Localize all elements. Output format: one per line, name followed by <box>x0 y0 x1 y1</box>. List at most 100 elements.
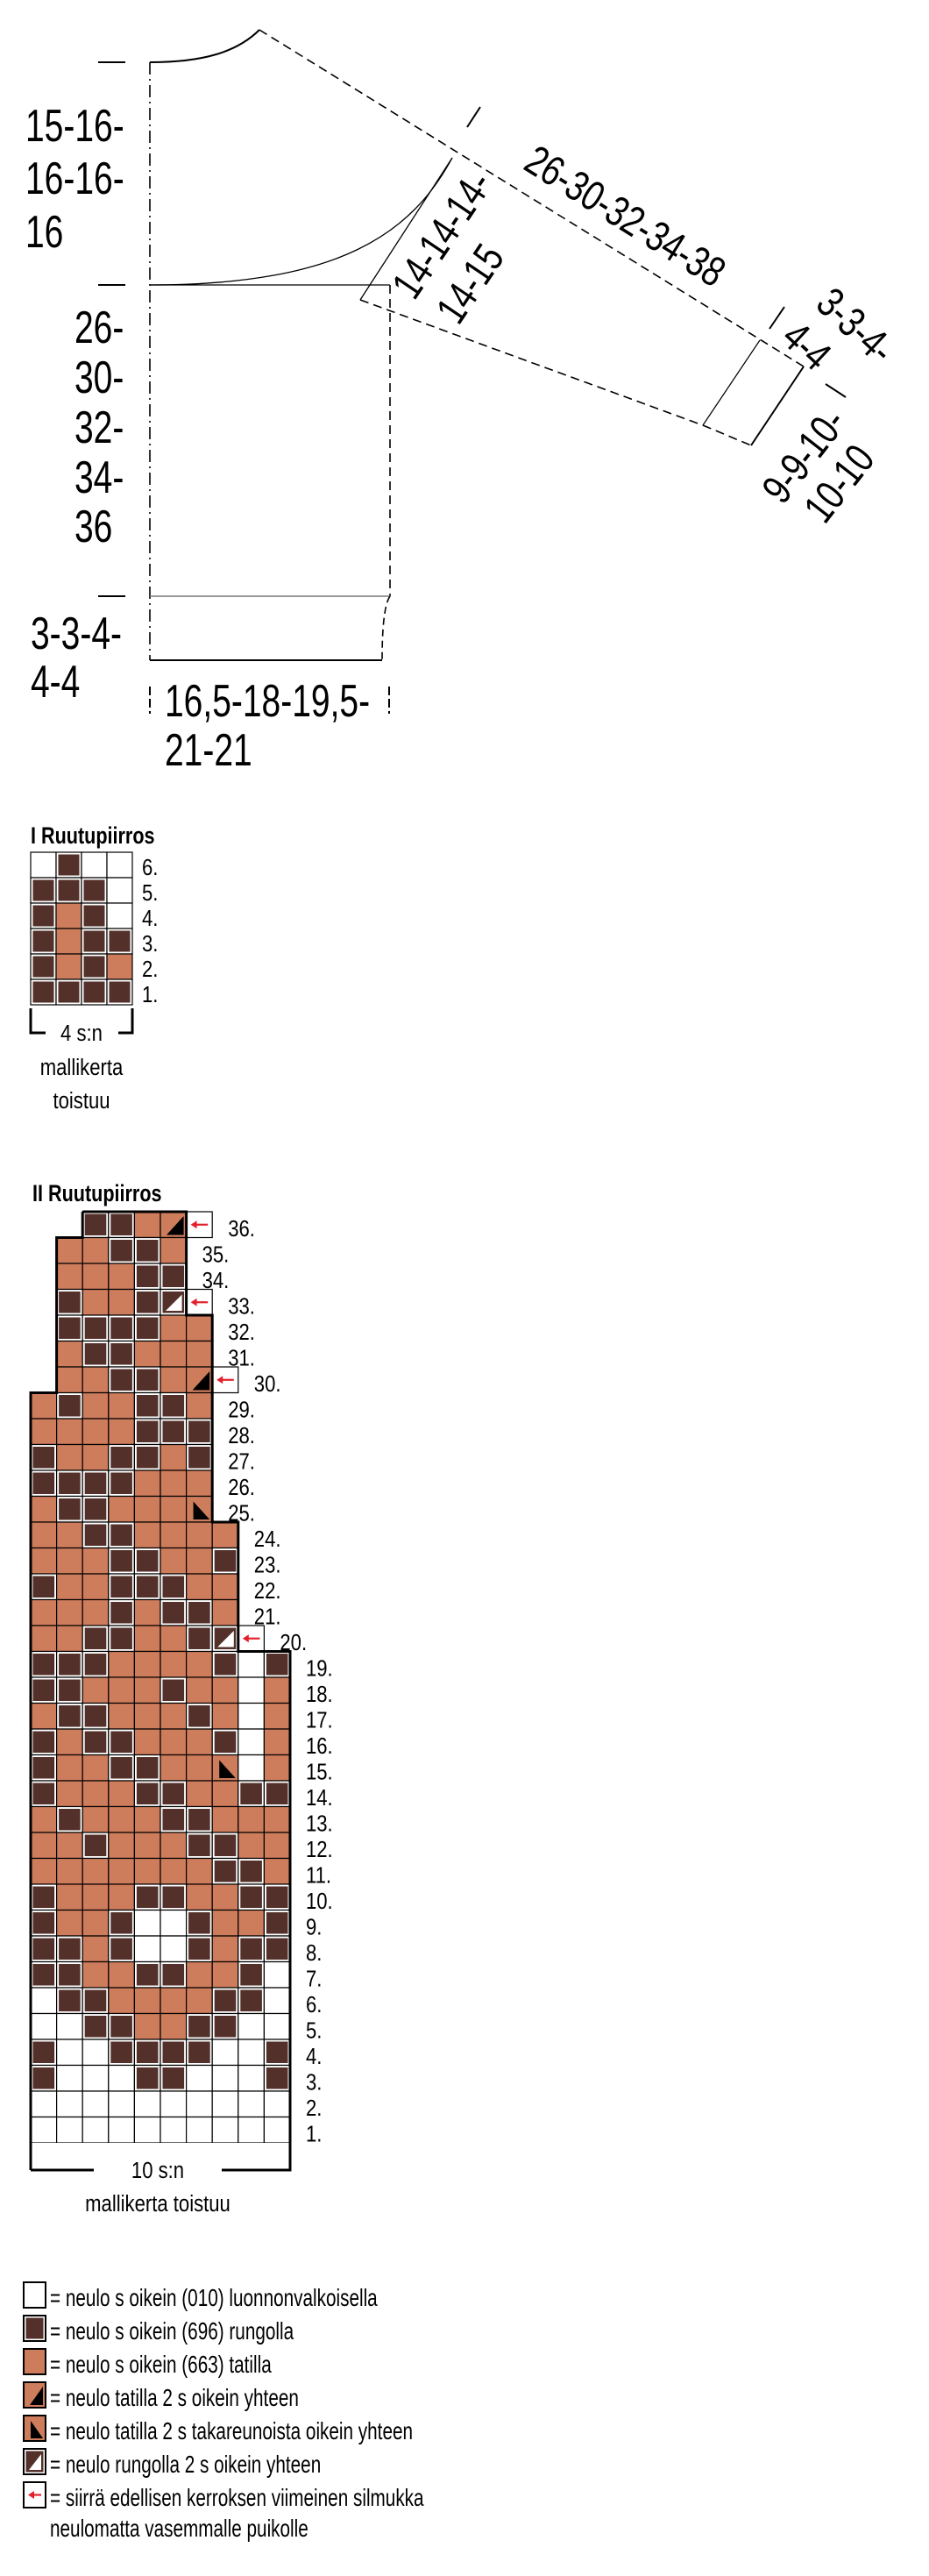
chart-2-outline <box>29 1210 292 2172</box>
cell-k2tog-dark <box>160 1288 188 1316</box>
row-number: 1. <box>142 982 158 1007</box>
cell-dark-696 <box>133 1236 161 1264</box>
body-length-label: 34- <box>74 451 124 502</box>
chart-1-repeat-text: mallikerta <box>40 1055 124 1080</box>
cell-orange-663 <box>160 1832 188 1860</box>
cell-orange-663 <box>186 1340 213 1368</box>
row-number: 5. <box>142 880 158 906</box>
row-number: 34. <box>202 1268 230 1293</box>
cell-dark-696 <box>133 1960 161 1989</box>
cell-dark-696 <box>108 2012 136 2040</box>
cell-white-010 <box>30 2012 58 2040</box>
cell-dark-696 <box>211 1857 239 1885</box>
cell-white-010 <box>133 1909 161 1937</box>
cell-orange-663 <box>55 1418 83 1446</box>
chart-row <box>30 928 133 955</box>
cell-dark-696 <box>108 1728 136 1756</box>
cell-dark-696 <box>30 1935 58 1963</box>
cell-orange-663 <box>133 1987 161 2015</box>
cell-orange-663 <box>186 1650 213 1678</box>
row-number: 21. <box>254 1605 281 1630</box>
cell-dark-696 <box>108 1547 136 1575</box>
cell-dark-696 <box>186 2012 213 2040</box>
chart-row <box>30 1573 239 1601</box>
cell-orange-663 <box>186 1780 213 1808</box>
cell-gap <box>238 1728 265 1756</box>
cell-orange-663 <box>133 1702 161 1730</box>
cell-orange-663 <box>30 1418 58 1446</box>
cell-orange-663 <box>211 1676 239 1704</box>
cell-orange-663 <box>55 1883 83 1911</box>
cell-orange-663 <box>133 2012 161 2040</box>
chart-row <box>30 1391 213 1420</box>
row-number: 29. <box>228 1398 255 1423</box>
cell-gap <box>238 1754 265 1782</box>
cell-orange-663 <box>211 1805 239 1833</box>
cell-dark-696 <box>211 1728 239 1756</box>
body-length-label: 30- <box>74 351 124 402</box>
cell-orange-663 <box>82 1288 110 1316</box>
cell-white-010 <box>81 851 108 879</box>
cell-dark-696 <box>81 953 108 980</box>
legend-swatch-cell-dark-696 <box>23 2315 46 2342</box>
chart-row <box>30 1676 291 1704</box>
cell-white-010 <box>263 2116 291 2144</box>
cell-orange-663 <box>211 1573 239 1601</box>
cell-move-stitch <box>186 1288 213 1316</box>
cell-dark-696 <box>186 1598 213 1626</box>
cell-white-010 <box>30 851 57 879</box>
row-number: 28. <box>228 1423 255 1448</box>
cell-orange-663 <box>186 1521 213 1549</box>
cell-orange-663 <box>30 1391 58 1420</box>
cell-dark-696 <box>82 1211 110 1239</box>
cell-dark-696 <box>211 1650 239 1678</box>
cell-orange-663 <box>82 1805 110 1833</box>
cell-dark-696 <box>30 1883 58 1911</box>
row-number: 15. <box>306 1760 333 1785</box>
cell-orange-663 <box>186 1573 213 1601</box>
cell-dark-696 <box>160 1676 188 1704</box>
cell-orange-663 <box>133 1728 161 1756</box>
chart-1-repeat-bracket <box>29 1008 134 1035</box>
cell-orange-663 <box>263 1754 291 1782</box>
chart-1: I Ruutupiirros 6.5.4.3.2.1. 4 s:n mallik… <box>29 823 158 1114</box>
legend-swatch-cell-k2tog-orange <box>23 2381 46 2409</box>
legend-text: = neulo s oikein (663) tatilla <box>50 2352 272 2379</box>
rib-height-label: 4-4 <box>31 655 80 707</box>
cell-orange-663 <box>160 1443 188 1471</box>
cell-dark-696 <box>55 1702 83 1730</box>
sleeve-tick-1 <box>466 106 481 128</box>
cell-orange-663 <box>30 1521 58 1549</box>
cell-white-010 <box>30 2116 58 2144</box>
cell-orange-663 <box>108 1650 136 1678</box>
cell-dark-696 <box>55 851 82 879</box>
cell-orange-663 <box>82 1236 110 1264</box>
row-number: 32. <box>228 1320 255 1345</box>
cell-white-010 <box>186 2064 213 2092</box>
cell-dark-696 <box>186 1909 213 1937</box>
row-number: 12. <box>306 1837 333 1862</box>
chart-row <box>30 1625 265 1653</box>
legend-text: = siirrä edellisen kerroksen viimeinen s… <box>50 2485 424 2512</box>
cell-dark-696 <box>30 2039 58 2067</box>
yoke-height-label: 15-16- <box>25 99 124 151</box>
cell-orange-663 <box>82 1443 110 1471</box>
cell-dark-696 <box>55 1935 83 1963</box>
cell-dark-696 <box>30 1676 58 1704</box>
cell-dark-696 <box>108 2039 136 2067</box>
chart-2-repeat-label: 10 s:n <box>131 2158 184 2183</box>
cell-orange-663 <box>108 1832 136 1860</box>
cell-orange-663 <box>108 1960 136 1989</box>
chart-row <box>30 1418 213 1446</box>
cell-move-stitch <box>238 1625 265 1653</box>
cell-white-010 <box>55 2012 83 2040</box>
cell-orange-663 <box>133 1469 161 1498</box>
row-number: 33. <box>228 1294 255 1320</box>
chart-row <box>30 1857 291 1885</box>
cell-dark-696 <box>238 1935 265 1963</box>
cell-orange-663 <box>108 1987 136 2015</box>
cell-dark-696 <box>160 1263 188 1291</box>
k2tog-dark-triangle-icon <box>217 1631 234 1647</box>
cell-white-010 <box>55 2116 83 2144</box>
cell-dark-696 <box>186 1935 213 1963</box>
